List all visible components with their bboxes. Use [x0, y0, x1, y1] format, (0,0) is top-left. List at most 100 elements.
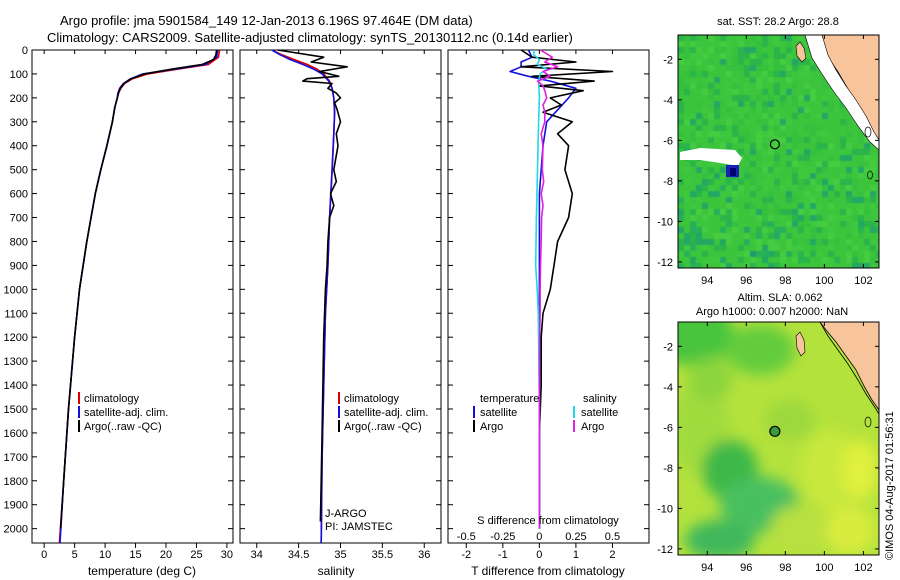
sst-cell	[822, 161, 828, 167]
sst-cell	[720, 209, 726, 215]
sst-cell	[726, 71, 732, 77]
sst-cell	[750, 233, 756, 239]
sst-cell	[720, 239, 726, 245]
temperature-x-axis: 0 5 10 15 20 25 30	[41, 50, 233, 561]
series-line-argo-raw-qc-	[277, 49, 349, 522]
sst-cell	[804, 83, 810, 89]
sst-cell	[780, 125, 786, 131]
map-x-tick-label: 96	[740, 562, 752, 574]
sst-cell	[678, 179, 684, 185]
sst-cell	[792, 113, 798, 119]
sst-cell	[810, 125, 816, 131]
depth-tick-label: 100	[10, 69, 28, 81]
sst-cell	[684, 83, 690, 89]
sst-cell	[720, 41, 726, 47]
sst-cell	[750, 185, 756, 191]
sst-cell	[696, 71, 702, 77]
sst-cell	[786, 119, 792, 125]
sst-cell	[792, 149, 798, 155]
x2-tick-label: 0	[536, 531, 542, 543]
sst-cell	[756, 59, 762, 65]
x2-tick-label: 0.25	[565, 531, 586, 543]
sst-cell	[762, 167, 768, 173]
sst-cell	[822, 257, 828, 263]
sst-cell	[690, 65, 696, 71]
sst-cell	[756, 245, 762, 251]
sst-cell	[780, 89, 786, 95]
sst-cell	[768, 203, 774, 209]
sst-cell	[768, 149, 774, 155]
map-y-tick-label: -12	[657, 544, 673, 556]
temperature-xlabel: temperature (deg C)	[88, 564, 196, 578]
legend-label-climatology: climatology	[344, 393, 400, 405]
sst-cell	[726, 215, 732, 221]
sst-cell	[696, 239, 702, 245]
sst-cell	[804, 95, 810, 101]
sst-cell	[744, 83, 750, 89]
sst-cell	[780, 227, 786, 233]
sst-cell	[846, 155, 852, 161]
series-line-s-argo	[536, 49, 559, 529]
sst-islet	[864, 126, 872, 138]
sst-cell	[876, 209, 879, 215]
sst-cell	[762, 107, 768, 113]
sst-cell	[678, 245, 684, 251]
depth-tick-label: 1100	[4, 308, 28, 320]
sst-cell	[786, 251, 792, 257]
sst-cell	[684, 53, 690, 59]
sst-cell	[870, 155, 876, 161]
sst-cell	[852, 227, 858, 233]
sla-map	[678, 322, 879, 555]
sst-cell	[678, 107, 684, 113]
sst-cell	[822, 95, 828, 101]
sst-cell	[816, 227, 822, 233]
sst-cell	[828, 149, 834, 155]
sst-cell	[690, 113, 696, 119]
sst-cell	[744, 89, 750, 95]
sst-cell	[828, 203, 834, 209]
sst-cell	[690, 221, 696, 227]
sst-cell	[702, 245, 708, 251]
sst-cell	[792, 257, 798, 263]
sst-cell	[798, 107, 804, 113]
x2-tick-label: -0.25	[490, 531, 515, 543]
sst-cell	[804, 155, 810, 161]
sst-cell	[792, 179, 798, 185]
sst-cell	[702, 251, 708, 257]
sst-cell	[768, 245, 774, 251]
sla-field	[678, 322, 878, 555]
sst-cell	[744, 71, 750, 77]
sst-cell	[870, 197, 876, 203]
sst-cell	[690, 47, 696, 53]
sst-cell	[846, 167, 852, 173]
sla-blob	[685, 520, 755, 555]
map-y-tick-label: -10	[657, 503, 673, 515]
sst-cell	[768, 197, 774, 203]
sst-cell	[852, 185, 858, 191]
sst-cell	[726, 119, 732, 125]
map-y-tick-label: -4	[663, 95, 673, 107]
sst-cell	[792, 95, 798, 101]
sst-cell	[684, 197, 690, 203]
sst-cell	[858, 191, 864, 197]
sst-cell	[804, 227, 810, 233]
sst-cell	[750, 35, 756, 41]
sst-cell	[756, 65, 762, 71]
sst-cell	[756, 101, 762, 107]
sst-cell	[696, 197, 702, 203]
sst-cell	[750, 143, 756, 149]
sst-cell	[720, 245, 726, 251]
sst-cell	[696, 59, 702, 65]
sst-cell	[702, 173, 708, 179]
sst-cell	[690, 35, 696, 41]
sst-cell	[708, 119, 714, 125]
sst-cell	[684, 233, 690, 239]
sst-cell	[786, 35, 792, 41]
sst-cell	[828, 197, 834, 203]
sst-cell	[744, 155, 750, 161]
sst-cell	[822, 131, 828, 137]
sst-cell	[750, 47, 756, 53]
sst-cell	[828, 227, 834, 233]
sst-cell	[828, 179, 834, 185]
salinity-x-axis: 34 34.5 35 35.5 36	[251, 50, 430, 561]
